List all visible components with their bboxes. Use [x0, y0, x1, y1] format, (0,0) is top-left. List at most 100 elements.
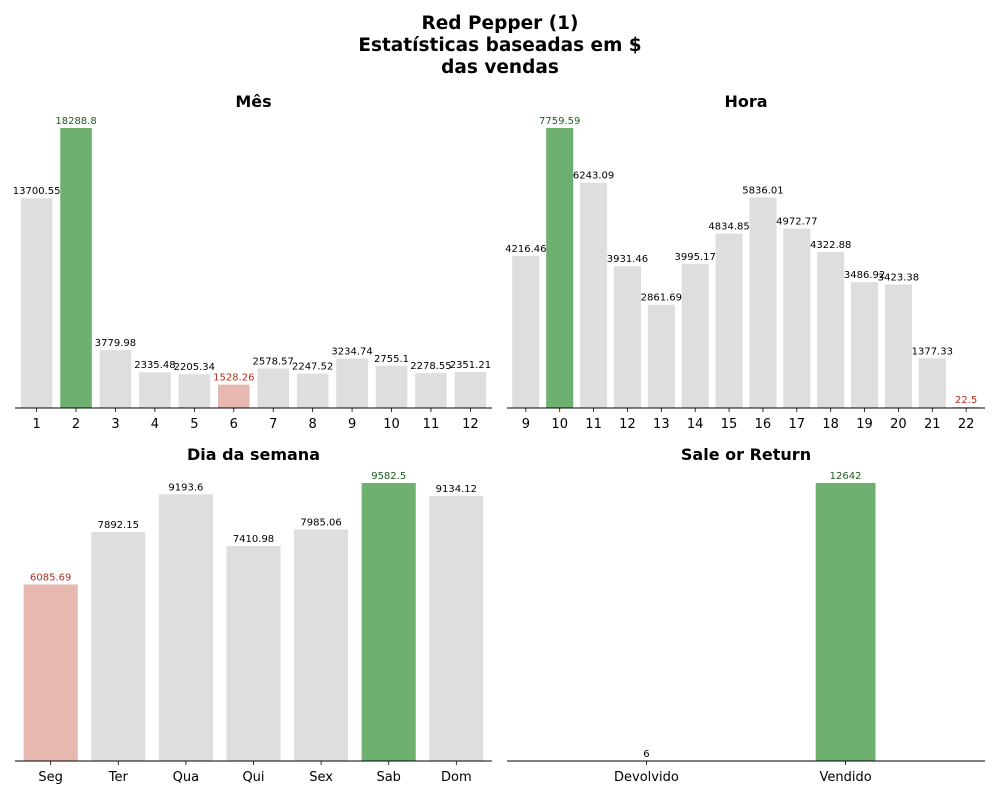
panel-3-title: Dia da semana	[187, 445, 320, 464]
panel-2-tick-label: 12	[619, 417, 636, 432]
panel-1-data-label: 2578.57	[253, 357, 294, 368]
panel-1-bar	[20, 198, 53, 408]
panel-3-bar	[226, 545, 281, 761]
panel-1-data-label: 2205.34	[174, 362, 215, 373]
panel-2-tick-label: 17	[789, 417, 806, 432]
panel-2-data-label: 3995.17	[675, 252, 716, 263]
panel-1-title: Mês	[235, 92, 271, 111]
panel-2-tick-label: 9	[522, 417, 530, 432]
panel-2-bar	[851, 282, 879, 408]
panel-1-bar	[60, 128, 92, 408]
panel-1-tick-label: 9	[348, 417, 356, 432]
figure-title-line-2: Estatísticas baseadas em $	[358, 35, 642, 56]
panel-1-data-label: 13700.55	[13, 186, 61, 197]
panel-2-bar	[580, 182, 608, 408]
panel-1-tick-label: 11	[423, 417, 440, 432]
panel-3-data-label: 9582.5	[371, 471, 406, 482]
figure-title: Red Pepper (1) Estatísticas baseadas em …	[0, 13, 1000, 79]
panel-1-bar	[257, 368, 289, 408]
panel-1-tick-label: 4	[151, 417, 159, 432]
panel-2-data-label: 2861.69	[641, 293, 682, 304]
panel-3-tick-label: Ter	[108, 770, 129, 785]
panel-3-bar	[429, 496, 484, 761]
panel-2-tick-label: 21	[924, 417, 941, 432]
panel-2-bar	[918, 358, 946, 408]
panel-3-data-label: 7892.15	[98, 520, 139, 531]
panel-1-data-label: 2278.55	[410, 361, 451, 372]
panel-2-data-label: 4834.85	[708, 222, 749, 233]
panel-1-data-label: 2755.1	[374, 354, 409, 365]
panel-2-tick-label: 16	[755, 417, 772, 432]
panel-4-data-label: 6	[643, 749, 649, 760]
panel-1-tick-label: 5	[190, 417, 198, 432]
panel-1-bar	[336, 358, 368, 408]
panel-2-data-label: 3486.92	[844, 270, 885, 281]
figure-title-line-1: Red Pepper (1)	[421, 13, 579, 34]
panel-1-data-label: 3234.74	[331, 346, 372, 357]
panel-1-data-label: 2335.48	[134, 360, 175, 371]
panel-2-bar	[749, 197, 777, 408]
panel-2-bar	[817, 252, 845, 408]
panel-3-tick-label: Seg	[38, 770, 63, 785]
panel-4-tick-label: Devolvido	[614, 770, 679, 785]
panel-2-tick-label: 11	[585, 417, 602, 432]
panel-3-data-label: 9193.6	[168, 482, 203, 493]
panel-2-tick-label: 14	[687, 417, 704, 432]
panel-2-bar	[546, 128, 574, 408]
panel-2-bar	[884, 284, 912, 408]
panel-2-tick-label: 13	[653, 417, 670, 432]
panel-4-title: Sale or Return	[681, 445, 811, 464]
panel-3-bar	[361, 483, 416, 761]
panel-1-tick-label: 3	[111, 417, 119, 432]
panel-1-bar	[139, 372, 171, 408]
panel-2-data-label: 7759.59	[539, 116, 580, 127]
panel-2-data-label: 4216.46	[505, 244, 546, 255]
panel-1-bar	[296, 373, 329, 408]
panel-1-tick-label: 1	[32, 417, 40, 432]
panel-3-bar	[91, 532, 146, 761]
panel-1-bar	[178, 374, 211, 408]
panel-2-data-label: 3931.46	[607, 254, 648, 265]
panel-1-bar	[454, 372, 487, 408]
panel-1-data-label: 3779.98	[95, 338, 136, 349]
panel-1-tick-label: 8	[309, 417, 317, 432]
panel-2-title: Hora	[724, 92, 767, 111]
panel-2-data-label: 1377.33	[912, 346, 953, 357]
panel-3-tick-label: Dom	[441, 770, 472, 785]
panel-2-tick-label: 15	[721, 417, 738, 432]
panel-2-data-label: 4972.77	[776, 217, 817, 228]
panel-1-tick-label: 6	[230, 417, 238, 432]
panel-4-bar	[815, 483, 876, 761]
panel-2-bar	[783, 228, 811, 408]
panel-2-tick-label: 10	[551, 417, 568, 432]
panel-2-tick-label: 20	[890, 417, 907, 432]
panel-2-bar	[715, 233, 743, 408]
panel-3-tick-label: Qua	[173, 770, 199, 785]
figure-title-line-3: das vendas	[441, 57, 559, 78]
panel-3-data-label: 9134.12	[436, 484, 477, 495]
panel-1-tick-label: 2	[72, 417, 80, 432]
panel-3-bar	[23, 584, 78, 761]
panel-1-tick-label: 7	[269, 417, 277, 432]
panel-2-data-label: 22.5	[955, 395, 977, 406]
panel-3-tick-label: Sex	[309, 770, 333, 785]
panel-1-tick-label: 10	[383, 417, 400, 432]
panel-3-data-label: 6085.69	[30, 572, 71, 583]
panel-2-data-label: 6243.09	[573, 171, 614, 182]
panel-2-bar	[647, 304, 675, 408]
panel-2-tick-label: 22	[958, 417, 975, 432]
panel-2-data-label: 4322.88	[810, 240, 851, 251]
panel-2-data-label: 3423.38	[878, 272, 919, 283]
panel-2-bar	[681, 263, 709, 408]
panel-3-bar	[294, 529, 349, 761]
panel-1-bar	[218, 384, 250, 408]
panel-3-tick-label: Qui	[242, 770, 264, 785]
panel-1-tick-label: 12	[462, 417, 479, 432]
panel-1-data-label: 2351.21	[450, 360, 491, 371]
panel-2-bar	[512, 255, 540, 408]
panel-3-bar	[158, 494, 213, 761]
panel-1-bar	[415, 373, 447, 408]
panel-3-data-label: 7410.98	[233, 534, 274, 545]
panel-3-tick-label: Sab	[376, 770, 400, 785]
